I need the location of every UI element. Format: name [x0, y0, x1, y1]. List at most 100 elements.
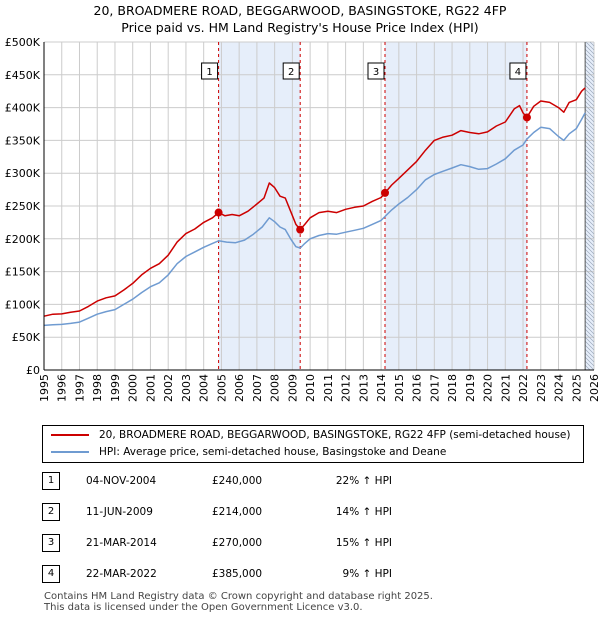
sale-number-badge: 1 [42, 472, 60, 490]
hatch-line [584, 284, 595, 295]
hatch-line [584, 176, 595, 187]
x-tick-label: 1995 [38, 374, 51, 402]
sale-markers: 1 2 3 4 [201, 62, 527, 80]
sale-marker-label: 2 [288, 67, 294, 78]
x-tick-label: 2025 [570, 374, 583, 402]
hatch-line [584, 124, 595, 135]
hatch-line [584, 92, 595, 103]
hatch-line [584, 360, 595, 371]
x-tick-label: 2000 [127, 374, 140, 402]
sale-price: £385,000 [212, 568, 263, 580]
hatch-line [584, 196, 595, 207]
hatch-line [584, 212, 595, 223]
hatch-line [584, 64, 595, 75]
hatch-line [584, 320, 595, 331]
hatch-line [584, 216, 595, 227]
hatch-line [584, 260, 595, 271]
hatch-line [584, 140, 595, 151]
x-tick-label: 2005 [215, 374, 228, 402]
legend-swatch-hpi [51, 451, 89, 453]
hatch-line [584, 108, 595, 119]
hatch-line [584, 60, 595, 71]
hatch-line [584, 188, 595, 199]
sale-marker-box [367, 62, 385, 80]
hatch-line [584, 248, 595, 259]
sale-number-badge: 4 [42, 565, 60, 583]
table-row: 1 04-NOV-2004 £240,000 22% ↑ HPI [42, 471, 462, 491]
chart-title: 20, BROADMERE ROAD, BEGGARWOOD, BASINGST… [0, 2, 600, 36]
hatch-line [584, 364, 591, 371]
x-tick-label: 2022 [517, 374, 530, 402]
hatch-line [584, 236, 595, 247]
x-tick-label: 2017 [428, 374, 441, 402]
x-tick-label: 2011 [322, 374, 335, 402]
hatch-line [584, 48, 595, 59]
hatch-line [584, 264, 595, 275]
x-tick-label: 1996 [56, 374, 69, 402]
x-tick-label: 2019 [464, 374, 477, 402]
legend-label-hpi: HPI: Average price, semi-detached house,… [99, 446, 447, 458]
footer-line-1: Contains HM Land Registry data © Crown c… [44, 591, 433, 602]
y-tick-label: £400K [5, 102, 41, 115]
sale-marker-label: 4 [515, 67, 521, 78]
legend-item-property: 20, BROADMERE ROAD, BEGGARWOOD, BASINGST… [51, 427, 571, 444]
hatch-line [584, 332, 595, 343]
hatch-line [584, 312, 595, 323]
x-tick-label: 2023 [535, 374, 548, 402]
sale-hpi-change: 9% ↑ HPI [342, 568, 392, 580]
hatch-line [584, 296, 595, 307]
hatch-line [584, 268, 595, 279]
y-tick-label: £350K [5, 134, 41, 147]
axes: £0 £50K £100K £150K £200K £250K £300K £350K £400… [5, 36, 600, 402]
price-chart: 1 2 3 4 £0 £50K £100K £150K £200K £250K £300K £350… [5, 36, 600, 402]
x-tick-label: 2021 [499, 374, 512, 402]
sale-point [214, 208, 223, 217]
x-tick-label: 2012 [340, 374, 353, 402]
y-tick-label: £0 [26, 364, 40, 377]
hatch-line [584, 120, 595, 131]
hatch-line [584, 112, 595, 123]
hatch-line [584, 44, 595, 55]
hatch-line [584, 152, 595, 163]
hatch-line [584, 224, 595, 235]
hatch-line [584, 324, 595, 335]
y-tick-label: £50K [12, 331, 41, 344]
sale-date: 22-MAR-2022 [86, 568, 157, 580]
hatch-line [584, 168, 595, 179]
sale-number-badge: 3 [42, 534, 60, 552]
footer-line-2: This data is licensed under the Open Gov… [44, 602, 363, 613]
x-tick-label: 2024 [553, 374, 566, 402]
sale-point [522, 113, 531, 122]
hatch-line [584, 68, 595, 79]
hatch-line [584, 228, 595, 239]
hatch-line [584, 204, 595, 215]
hatch-line [584, 240, 595, 251]
sale-point [381, 188, 389, 197]
legend-swatch-property [51, 434, 89, 436]
sale-marker-box [509, 62, 527, 80]
sale-hpi-change: 15% ↑ HPI [335, 537, 392, 549]
hatch-line [584, 300, 595, 311]
y-tick-label: £500K [5, 36, 41, 49]
x-tick-label: 1999 [109, 374, 122, 402]
hatch-line [584, 164, 595, 175]
table-row: 4 22-MAR-2022 £385,000 9% ↑ HPI [42, 564, 462, 584]
hatch-line [584, 220, 595, 231]
x-tick-label: 2015 [393, 374, 406, 402]
sale-marker-box [201, 62, 219, 80]
sale-number-badge: 2 [42, 503, 60, 521]
hatch-line [584, 172, 595, 183]
hatch-line [584, 336, 595, 347]
x-tick-label: 2001 [144, 374, 157, 402]
hatch-line [584, 276, 595, 287]
x-tick-label: 2002 [162, 374, 175, 402]
hatch-line [584, 304, 595, 315]
hatch-line [584, 132, 595, 143]
hatch-line [584, 280, 595, 291]
x-tick-label: 2007 [251, 374, 264, 402]
hatch-line [584, 288, 595, 299]
x-tick-label: 2009 [286, 374, 299, 402]
hatch-line [584, 308, 595, 319]
x-tick-label: 2014 [375, 374, 388, 402]
sale-marker-label: 3 [373, 67, 379, 78]
